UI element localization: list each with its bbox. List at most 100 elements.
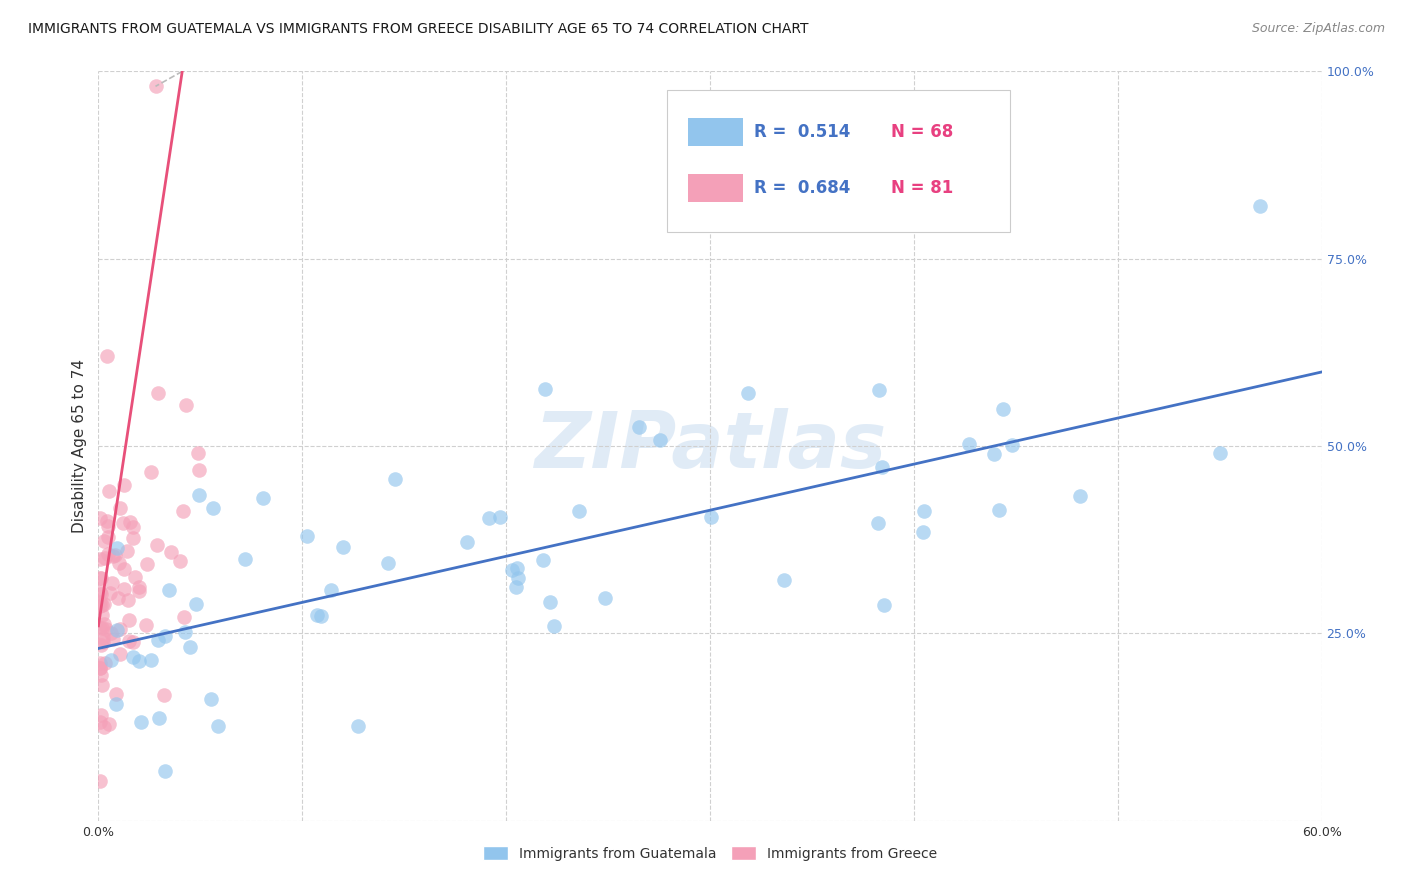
Point bbox=[145, 79, 167, 94]
Point bbox=[101, 549, 124, 563]
Point bbox=[501, 564, 523, 578]
Point bbox=[135, 618, 157, 632]
Point bbox=[90, 587, 112, 601]
Point bbox=[184, 597, 207, 611]
Point bbox=[93, 617, 115, 632]
Point bbox=[148, 385, 170, 400]
Point bbox=[91, 634, 114, 648]
Point bbox=[141, 465, 163, 479]
Point bbox=[105, 623, 128, 637]
Point bbox=[772, 573, 794, 587]
Point bbox=[505, 580, 527, 594]
Point bbox=[93, 632, 115, 646]
Point bbox=[98, 717, 121, 731]
Point bbox=[593, 591, 616, 606]
Point bbox=[105, 698, 128, 712]
Point bbox=[111, 516, 134, 531]
Point bbox=[533, 383, 555, 397]
Point bbox=[112, 478, 135, 492]
Point bbox=[146, 538, 169, 552]
Point bbox=[456, 535, 478, 549]
Point bbox=[89, 571, 111, 585]
Point bbox=[108, 647, 131, 661]
Point bbox=[188, 463, 211, 477]
Point bbox=[912, 524, 935, 539]
Point bbox=[96, 349, 118, 363]
Point bbox=[98, 586, 121, 600]
Point bbox=[100, 626, 122, 640]
Text: R =  0.514: R = 0.514 bbox=[754, 123, 851, 141]
Point bbox=[295, 528, 318, 542]
Point bbox=[148, 711, 170, 725]
Point bbox=[873, 598, 896, 612]
Point bbox=[153, 629, 176, 643]
Text: N = 68: N = 68 bbox=[891, 123, 953, 141]
Point bbox=[115, 544, 138, 558]
Point bbox=[478, 511, 501, 525]
Point bbox=[128, 654, 150, 668]
Point bbox=[122, 520, 145, 534]
Point bbox=[90, 638, 112, 652]
Point bbox=[89, 621, 111, 635]
Point bbox=[89, 714, 111, 729]
Point bbox=[187, 446, 209, 460]
Point bbox=[489, 509, 512, 524]
Y-axis label: Disability Age 65 to 74: Disability Age 65 to 74 bbox=[72, 359, 87, 533]
Point bbox=[89, 510, 111, 524]
Point bbox=[1001, 438, 1024, 452]
Point bbox=[311, 608, 333, 623]
Point bbox=[97, 519, 120, 533]
Point bbox=[93, 533, 115, 548]
Point bbox=[100, 652, 122, 666]
Point bbox=[141, 653, 163, 667]
Point bbox=[650, 434, 672, 448]
FancyBboxPatch shape bbox=[688, 118, 742, 146]
Point bbox=[96, 530, 118, 544]
Point bbox=[93, 597, 115, 611]
Point bbox=[160, 545, 183, 559]
Point bbox=[173, 610, 195, 624]
Point bbox=[89, 774, 111, 789]
Point bbox=[94, 622, 117, 636]
Point bbox=[1069, 489, 1091, 503]
Point bbox=[252, 491, 274, 505]
Point bbox=[112, 562, 135, 576]
Point bbox=[121, 650, 143, 665]
Point bbox=[568, 504, 591, 518]
Point bbox=[233, 551, 256, 566]
Point bbox=[101, 632, 124, 646]
Point bbox=[1209, 446, 1232, 460]
Point bbox=[200, 691, 222, 706]
Point bbox=[868, 384, 890, 398]
Point bbox=[107, 556, 129, 570]
Point bbox=[207, 719, 229, 733]
Point bbox=[89, 661, 111, 675]
Point bbox=[94, 550, 117, 565]
Point bbox=[174, 398, 197, 412]
Point bbox=[377, 556, 399, 570]
Point bbox=[122, 635, 145, 649]
Point bbox=[97, 548, 120, 562]
Point bbox=[94, 657, 117, 671]
Point bbox=[105, 687, 128, 701]
Point bbox=[169, 553, 191, 567]
Point bbox=[108, 501, 131, 516]
Point bbox=[506, 561, 529, 575]
Point bbox=[128, 584, 150, 599]
Legend: Immigrants from Guatemala, Immigrants from Greece: Immigrants from Guatemala, Immigrants fr… bbox=[478, 840, 942, 866]
Text: R =  0.684: R = 0.684 bbox=[754, 179, 851, 197]
Point bbox=[983, 447, 1005, 461]
Point bbox=[993, 402, 1015, 417]
Text: ZIPatlas: ZIPatlas bbox=[534, 408, 886, 484]
Point bbox=[124, 570, 146, 584]
Point bbox=[531, 553, 554, 567]
Point bbox=[868, 516, 890, 530]
Point bbox=[122, 532, 145, 546]
Point bbox=[120, 516, 142, 530]
Point bbox=[93, 720, 115, 734]
Point bbox=[628, 419, 651, 434]
Point bbox=[128, 580, 150, 594]
Point bbox=[153, 764, 176, 779]
Point bbox=[870, 460, 893, 475]
FancyBboxPatch shape bbox=[688, 174, 742, 202]
